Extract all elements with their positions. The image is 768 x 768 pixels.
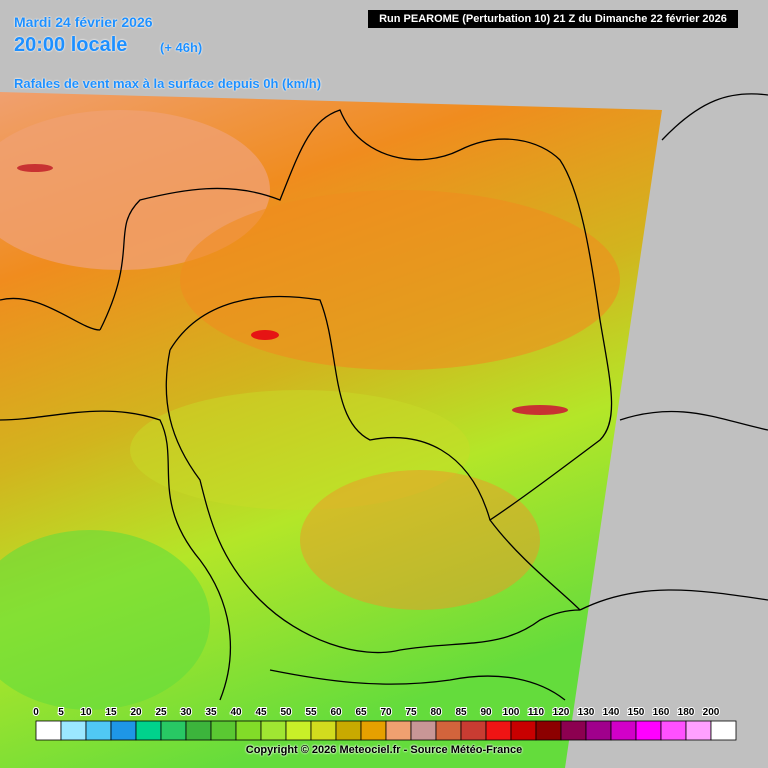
legend-label: 10 [80, 707, 92, 718]
run-info: Run PEAROME (Perturbation 10) 21 Z du Di… [368, 10, 738, 28]
legend-swatch [585, 720, 612, 741]
legend-label: 40 [230, 707, 242, 718]
legend-swatch [485, 720, 512, 741]
field-patch [300, 470, 540, 610]
legend-label: 55 [305, 707, 317, 718]
legend-label: 200 [703, 707, 720, 718]
legend-label: 30 [180, 707, 192, 718]
legend-label: 140 [603, 707, 620, 718]
legend-label: 25 [155, 707, 167, 718]
legend-label: 120 [553, 707, 570, 718]
legend-swatch [535, 720, 562, 741]
legend-swatch [660, 720, 687, 741]
field-patch [180, 190, 620, 370]
legend-swatch [335, 720, 362, 741]
legend-swatch [435, 720, 462, 741]
legend-label: 180 [678, 707, 695, 718]
field-patch [0, 530, 210, 710]
legend-label: 90 [480, 707, 492, 718]
legend-swatch [310, 720, 337, 741]
legend-label: 75 [405, 707, 417, 718]
legend-swatch [385, 720, 412, 741]
legend-swatch [60, 720, 87, 741]
legend-label: 15 [105, 707, 117, 718]
valid-time: 20:00 locale [14, 34, 128, 56]
legend-swatch [285, 720, 312, 741]
legend-label: 150 [628, 707, 645, 718]
legend-swatch [560, 720, 587, 741]
copyright: Copyright © 2026 Meteociel.fr - Source M… [245, 744, 523, 756]
legend-swatch [635, 720, 662, 741]
legend-label: 60 [330, 707, 342, 718]
legend-swatch [210, 720, 237, 741]
field-patch [0, 110, 270, 270]
legend-swatch [410, 720, 437, 741]
lead-time: (+ 46h) [160, 40, 203, 55]
field-patch [512, 405, 568, 415]
legend-label: 50 [280, 707, 292, 718]
legend-swatch [85, 720, 112, 741]
legend: 0 5 10 15 20 25 30 35 40 45 50 55 60 65 70 75 80 85 90 100 1… [32, 706, 737, 741]
legend-label: 70 [380, 707, 392, 718]
legend-swatch [710, 720, 737, 741]
legend-label: 5 [58, 707, 64, 718]
legend-label: 160 [653, 707, 670, 718]
legend-swatch [160, 720, 187, 741]
legend-swatch [185, 720, 212, 741]
legend-swatch [260, 720, 287, 741]
borders [0, 93, 768, 701]
legend-label: 80 [430, 707, 442, 718]
legend-swatch [460, 720, 487, 741]
field-patch [17, 164, 53, 172]
legend-label: 65 [355, 707, 367, 718]
field-patch [251, 330, 279, 340]
legend-label: 110 [528, 707, 545, 718]
map-title: Rafales de vent max à la surface depuis … [14, 76, 322, 91]
legend-label: 100 [503, 707, 520, 718]
legend-swatch [685, 720, 712, 741]
legend-label: 20 [130, 707, 142, 718]
valid-date: Mardi 24 février 2026 [14, 14, 153, 30]
legend-swatch [510, 720, 537, 741]
legend-swatch [610, 720, 637, 741]
legend-label: 45 [255, 707, 267, 718]
legend-label: 130 [578, 707, 595, 718]
legend-label: 35 [205, 707, 217, 718]
legend-swatch [235, 720, 262, 741]
legend-swatch [35, 720, 62, 741]
legend-swatch [110, 720, 137, 741]
legend-label: 85 [455, 707, 467, 718]
legend-swatch [135, 720, 162, 741]
legend-swatch [360, 720, 387, 741]
legend-label: 0 [33, 707, 39, 718]
